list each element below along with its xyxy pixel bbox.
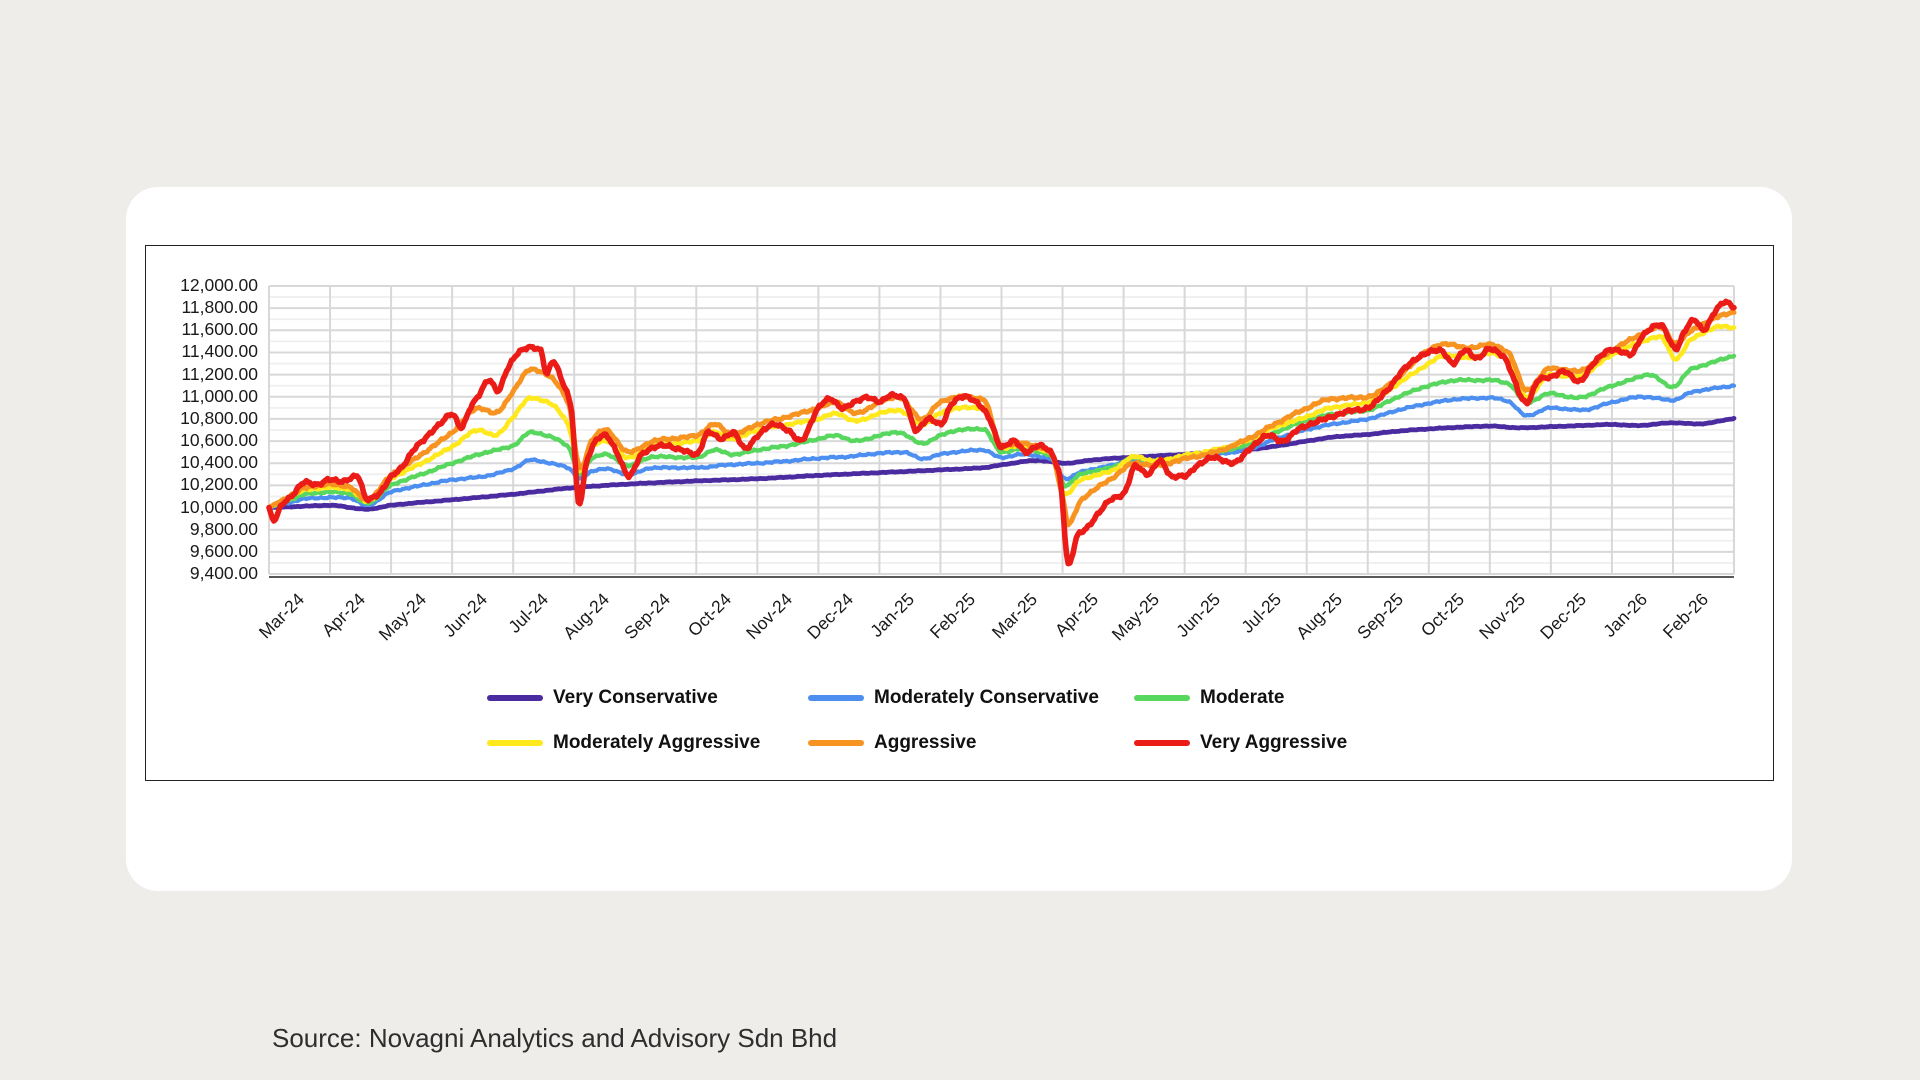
y-tick-label: 10,600.00 (180, 430, 258, 451)
y-tick-label: 10,000.00 (180, 496, 258, 517)
legend-swatch (1134, 740, 1190, 746)
legend-item-very-aggressive: Very Aggressive (1134, 729, 1347, 757)
y-tick-label: 9,600.00 (189, 540, 258, 561)
legend-swatch (487, 740, 543, 746)
y-tick-label: 9,400.00 (189, 563, 258, 583)
legend-label: Very Conservative (553, 687, 718, 708)
legend-item-moderate: Moderate (1134, 684, 1284, 712)
y-tick-label: 10,800.00 (180, 407, 258, 428)
legend-label: Moderate (1200, 687, 1285, 708)
legend-item-very-conservative: Very Conservative (487, 684, 718, 712)
legend-label: Moderately Conservative (874, 687, 1099, 708)
y-tick-label: 11,800.00 (181, 297, 258, 318)
legend-item-moderately-conservative: Moderately Conservative (808, 684, 1099, 712)
y-tick-label: 11,400.00 (181, 341, 258, 362)
y-tick-label: 11,200.00 (181, 363, 258, 384)
legend-swatch (487, 695, 543, 701)
legend-swatch (808, 740, 864, 746)
legend-item-aggressive: Aggressive (808, 729, 976, 757)
y-tick-label: 12,000.00 (180, 275, 258, 295)
portfolio-growth-line-chart (266, 285, 1737, 578)
y-tick-label: 10,400.00 (180, 452, 258, 473)
series-line-very-conservative (266, 415, 1737, 512)
y-tick-label: 11,000.00 (181, 385, 258, 406)
series-line-moderately-conservative (266, 383, 1737, 510)
chart-plot-frame: Very Conservative Moderately Conservative… (145, 245, 1774, 781)
y-tick-label: 9,800.00 (189, 518, 258, 539)
legend-label: Aggressive (874, 732, 977, 753)
legend-item-moderately-aggressive: Moderately Aggressive (487, 729, 760, 757)
series-line-moderate (266, 353, 1737, 510)
legend-label: Moderately Aggressive (553, 732, 761, 753)
y-tick-label: 11,600.00 (181, 319, 258, 340)
y-tick-label: 10,200.00 (180, 474, 258, 495)
source-note: Source: Novagni Analytics and Advisory S… (272, 1023, 838, 1053)
series-line-very-aggressive (266, 298, 1737, 567)
legend-swatch (1134, 695, 1190, 701)
legend-swatch (808, 695, 864, 701)
legend-label: Very Aggressive (1200, 732, 1348, 753)
